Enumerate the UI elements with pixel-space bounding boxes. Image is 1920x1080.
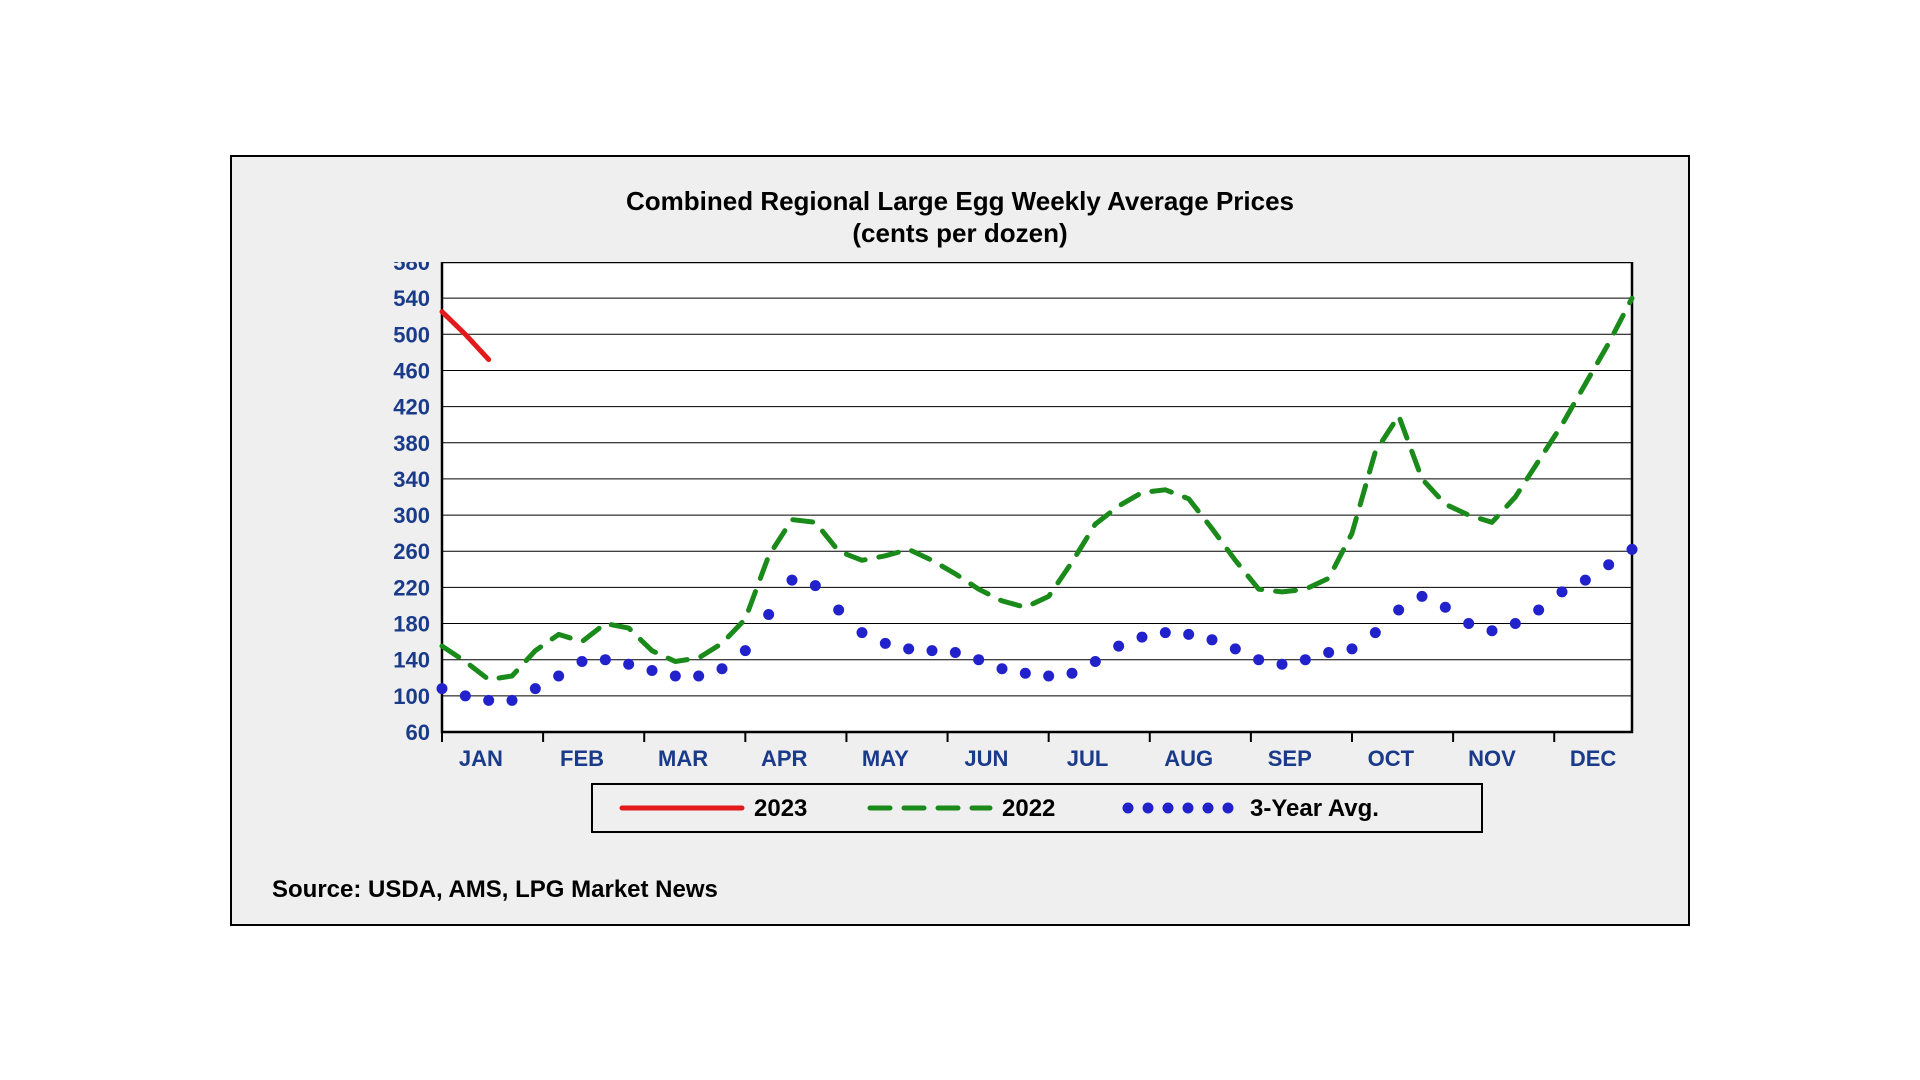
svg-text:JUL: JUL <box>1067 746 1109 771</box>
svg-text:420: 420 <box>393 394 430 419</box>
svg-text:APR: APR <box>761 746 808 771</box>
svg-text:JAN: JAN <box>459 746 503 771</box>
svg-text:220: 220 <box>393 575 430 600</box>
svg-text:FEB: FEB <box>560 746 604 771</box>
svg-text:500: 500 <box>393 322 430 347</box>
svg-text:2022: 2022 <box>1002 795 1055 822</box>
svg-text:MAR: MAR <box>658 746 708 771</box>
svg-text:JUN: JUN <box>964 746 1008 771</box>
svg-text:580: 580 <box>393 262 430 275</box>
svg-text:AUG: AUG <box>1164 746 1213 771</box>
svg-text:NOV: NOV <box>1468 746 1516 771</box>
svg-text:DEC: DEC <box>1570 746 1617 771</box>
chart-title-line2: (cents per dozen) <box>852 218 1067 248</box>
svg-text:140: 140 <box>393 647 430 672</box>
svg-text:OCT: OCT <box>1368 746 1415 771</box>
svg-text:SEP: SEP <box>1268 746 1312 771</box>
svg-text:340: 340 <box>393 466 430 491</box>
chart-title: Combined Regional Large Egg Weekly Avera… <box>272 185 1648 250</box>
svg-text:2023: 2023 <box>754 795 807 822</box>
chart-title-line1: Combined Regional Large Egg Weekly Avera… <box>626 186 1294 216</box>
svg-text:540: 540 <box>393 286 430 311</box>
chart-panel: Combined Regional Large Egg Weekly Avera… <box>230 155 1690 926</box>
svg-text:60: 60 <box>406 720 430 745</box>
svg-text:180: 180 <box>393 611 430 636</box>
svg-text:380: 380 <box>393 430 430 455</box>
egg-price-chart: 60 100 140 180 220 260 300 340 380 420 460 500 540 58… <box>272 262 1652 862</box>
svg-text:3-Year Avg.: 3-Year Avg. <box>1250 795 1379 822</box>
svg-text:300: 300 <box>393 503 430 528</box>
svg-text:MAY: MAY <box>862 746 909 771</box>
svg-text:100: 100 <box>393 683 430 708</box>
svg-text:460: 460 <box>393 358 430 383</box>
source-text: Source: USDA, AMS, LPG Market News <box>272 876 1648 904</box>
svg-text:260: 260 <box>393 539 430 564</box>
